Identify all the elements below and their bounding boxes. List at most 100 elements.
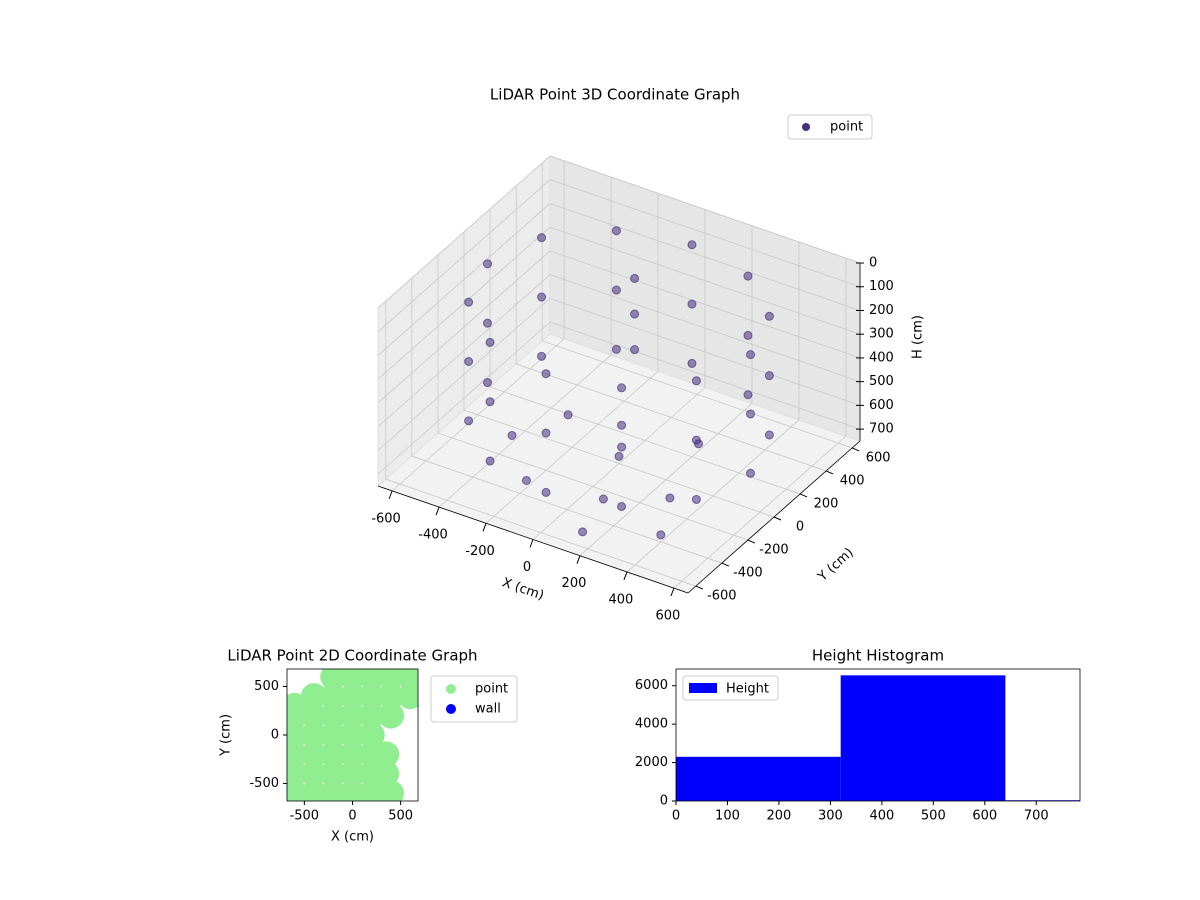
point	[541, 487, 551, 497]
point	[373, 760, 400, 787]
y-axis-label: Y (cm)	[219, 714, 234, 757]
point	[320, 780, 347, 801]
legend-box	[787, 114, 873, 140]
y-tick	[695, 585, 704, 590]
y-tick	[825, 470, 834, 475]
bar	[676, 756, 841, 801]
point	[485, 456, 495, 466]
point	[764, 371, 774, 381]
y-tick	[851, 447, 860, 452]
x-tick-label: 500	[921, 809, 946, 824]
point	[464, 297, 474, 307]
point	[485, 397, 495, 407]
point	[320, 760, 347, 787]
point	[300, 780, 327, 801]
y-axis-label: Y (cm)	[815, 545, 857, 585]
grid-line	[377, 298, 551, 451]
point	[746, 468, 756, 478]
point	[373, 741, 400, 768]
y-tick-label: 6000	[635, 678, 668, 693]
point	[464, 416, 474, 426]
y-tick-label: -500	[249, 776, 279, 791]
point	[287, 741, 308, 768]
point	[764, 430, 774, 440]
grid-line	[549, 226, 861, 335]
point	[656, 530, 666, 540]
x-tick-label: 300	[818, 809, 843, 824]
grid-line	[549, 298, 861, 406]
point	[617, 442, 627, 452]
point	[687, 240, 697, 250]
legend-label: point	[475, 682, 508, 697]
y-tick	[799, 493, 808, 498]
point	[691, 494, 701, 504]
z-tick-label: 0	[869, 256, 877, 271]
point	[617, 420, 627, 430]
point	[320, 702, 347, 729]
axis-line	[687, 440, 861, 594]
x-tick-label: 400	[609, 592, 634, 607]
x-tick-label: 700	[1024, 809, 1049, 824]
x-tick	[576, 555, 581, 564]
point	[617, 501, 627, 511]
x-tick-label: 0	[672, 809, 680, 824]
point	[537, 233, 547, 243]
x-tick-label: 200	[767, 809, 792, 824]
point	[339, 780, 366, 801]
point	[630, 273, 640, 283]
grid-line	[549, 155, 861, 264]
z-tick-label: 200	[869, 303, 894, 318]
point	[358, 669, 385, 690]
grid-line	[377, 226, 551, 380]
x-tick-label: 500	[388, 809, 413, 824]
grid-line	[515, 363, 827, 472]
point	[339, 669, 366, 690]
legend-label: Height	[726, 682, 769, 697]
plot-area	[676, 675, 1080, 801]
legend-box	[682, 675, 779, 701]
y-tick-label: -200	[759, 543, 789, 558]
point	[320, 669, 347, 690]
y-tick-label: -400	[733, 566, 763, 581]
x-tick-label: 400	[869, 809, 894, 824]
point	[287, 722, 308, 748]
z-tick-label: 400	[869, 350, 894, 365]
legend-label: wall	[475, 702, 501, 717]
legend-label: point	[830, 120, 863, 135]
point	[630, 309, 640, 319]
x-tick-label: -500	[290, 809, 320, 824]
point	[563, 410, 573, 420]
point	[482, 259, 492, 269]
chart-title: LiDAR Point 2D Coordinate Graph	[227, 647, 477, 665]
point	[378, 780, 405, 801]
grid-line	[377, 250, 551, 404]
point	[358, 780, 385, 801]
point	[287, 692, 308, 719]
point	[482, 318, 492, 328]
point	[614, 451, 624, 461]
x-tick-label: 600	[972, 809, 997, 824]
y-tick-label: 200	[814, 496, 839, 511]
point	[537, 351, 547, 361]
chart-title: LiDAR Point 3D Coordinate Graph	[490, 86, 740, 104]
x-tick-label: -200	[465, 544, 495, 559]
point	[397, 683, 418, 710]
point	[358, 722, 385, 748]
grid-line	[377, 321, 551, 475]
point	[746, 409, 756, 419]
x-axis-label: X (cm)	[331, 830, 374, 845]
point	[541, 369, 551, 379]
x-tick	[670, 587, 675, 597]
grid-line	[437, 432, 749, 541]
grid-line	[549, 203, 861, 311]
y-tick-label: 0	[271, 728, 279, 743]
point	[578, 527, 588, 537]
x-tick-label: 600	[655, 609, 680, 624]
grid-line	[385, 478, 696, 587]
point	[358, 683, 385, 710]
point	[743, 271, 753, 281]
y-tick	[773, 516, 782, 521]
grid-line	[377, 274, 551, 427]
grid-line	[377, 179, 551, 333]
